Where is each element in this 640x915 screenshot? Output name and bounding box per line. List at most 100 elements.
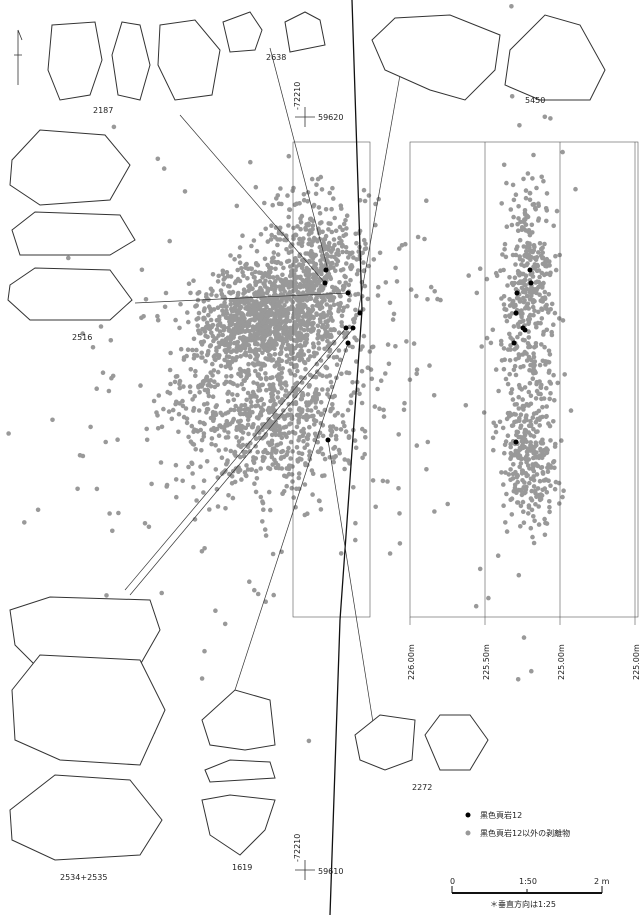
gray-dot bbox=[220, 272, 226, 277]
gray-dot bbox=[553, 253, 558, 259]
gray-dot bbox=[305, 282, 311, 288]
gray-dot bbox=[244, 463, 249, 468]
gray-dot bbox=[267, 308, 272, 313]
gray-dot bbox=[239, 381, 245, 387]
gray-dot bbox=[270, 551, 276, 557]
gray-dot bbox=[521, 520, 527, 525]
gray-dot bbox=[242, 402, 248, 408]
gray-dot bbox=[305, 190, 311, 195]
coord-label: -72210 bbox=[293, 834, 302, 862]
gray-dot bbox=[525, 171, 531, 176]
gray-dot bbox=[226, 430, 231, 435]
gray-dot bbox=[339, 313, 345, 319]
gray-dot bbox=[243, 449, 249, 455]
gray-dot bbox=[212, 379, 217, 385]
gray-dot bbox=[516, 352, 522, 357]
gray-dot bbox=[505, 433, 511, 439]
gray-dot bbox=[245, 467, 251, 472]
gray-dot bbox=[547, 504, 552, 510]
gray-dot bbox=[262, 281, 267, 287]
gray-dot bbox=[193, 304, 198, 309]
gray-dot bbox=[103, 439, 108, 445]
gray-dot bbox=[210, 361, 215, 367]
gray-dot bbox=[327, 373, 333, 378]
artifact-label: 5450 bbox=[525, 96, 545, 105]
gray-dot bbox=[542, 344, 547, 350]
gray-dot bbox=[302, 445, 308, 451]
gray-dot bbox=[210, 333, 216, 339]
gray-dot bbox=[422, 236, 427, 242]
gray-dot bbox=[542, 114, 548, 120]
gray-dot bbox=[545, 469, 551, 475]
gray-dot bbox=[252, 363, 257, 368]
gray-dot bbox=[336, 240, 342, 246]
gray-dot bbox=[312, 431, 318, 437]
gray-dot bbox=[503, 520, 508, 525]
gray-dot bbox=[559, 438, 564, 443]
gray-dot bbox=[531, 468, 537, 474]
gray-dot bbox=[541, 178, 546, 184]
gray-dot bbox=[377, 406, 382, 412]
gray-dot bbox=[267, 268, 273, 274]
gray-dot bbox=[259, 396, 265, 402]
gray-dot bbox=[499, 470, 504, 475]
gray-dot bbox=[213, 357, 218, 363]
gray-dot bbox=[473, 603, 479, 609]
gray-dot bbox=[245, 304, 251, 310]
gray-dot bbox=[325, 344, 331, 349]
gray-dot bbox=[328, 304, 333, 309]
gray-dot bbox=[201, 490, 206, 495]
gray-dot bbox=[362, 429, 368, 434]
gray-dot bbox=[272, 346, 277, 352]
gray-dot bbox=[373, 222, 378, 228]
gray-dot bbox=[528, 476, 534, 482]
gray-dot bbox=[267, 382, 272, 388]
gray-dot bbox=[170, 407, 176, 413]
gray-dot bbox=[240, 233, 245, 238]
gray-dot bbox=[305, 442, 310, 448]
gray-dot bbox=[246, 288, 251, 294]
artifact-label: 2516 bbox=[72, 333, 92, 342]
gray-dot bbox=[284, 282, 290, 288]
gray-dot bbox=[306, 738, 312, 744]
gray-dot bbox=[424, 198, 429, 203]
gray-dot bbox=[360, 344, 365, 349]
gray-dot bbox=[265, 357, 271, 362]
gray-dot bbox=[533, 257, 539, 263]
gray-dot bbox=[232, 328, 237, 334]
gray-dot bbox=[319, 411, 325, 417]
gray-dot bbox=[240, 442, 246, 448]
gray-dot bbox=[252, 315, 258, 320]
gray-dot bbox=[345, 407, 351, 413]
gray-dot bbox=[333, 433, 339, 439]
gray-dot bbox=[248, 308, 253, 314]
gray-dot bbox=[257, 388, 263, 393]
gray-dot bbox=[514, 246, 519, 252]
gray-dot bbox=[308, 400, 313, 405]
gray-dot bbox=[391, 311, 397, 317]
gray-dot bbox=[270, 256, 275, 261]
gray-dot bbox=[178, 346, 184, 352]
gray-dot bbox=[301, 236, 306, 241]
gray-dot bbox=[354, 359, 359, 364]
gray-dot bbox=[220, 268, 226, 274]
gray-dot bbox=[341, 233, 347, 239]
gray-dot bbox=[512, 280, 517, 286]
gray-dot bbox=[302, 482, 308, 487]
gray-dot bbox=[229, 481, 235, 486]
gray-dot bbox=[204, 320, 210, 326]
gray-dot bbox=[537, 362, 543, 368]
gray-dot bbox=[318, 319, 323, 325]
gray-dot bbox=[373, 504, 379, 510]
gray-dot bbox=[431, 393, 437, 398]
gray-dot bbox=[307, 316, 313, 321]
gray-dot bbox=[544, 446, 549, 451]
gray-dot bbox=[551, 419, 556, 424]
gray-dot bbox=[228, 302, 233, 307]
gray-dot bbox=[258, 270, 264, 276]
black-dots bbox=[322, 267, 534, 445]
gray-dot bbox=[278, 287, 283, 293]
gray-dot bbox=[269, 232, 275, 238]
gray-dot bbox=[214, 293, 219, 299]
gray-dot bbox=[183, 406, 189, 411]
